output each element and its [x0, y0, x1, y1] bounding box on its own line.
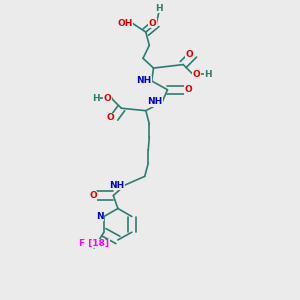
- Text: O: O: [193, 70, 200, 79]
- Text: H: H: [204, 70, 212, 79]
- Text: F [18]: F [18]: [79, 239, 109, 248]
- Text: H: H: [155, 4, 163, 13]
- Text: O: O: [104, 94, 112, 103]
- Text: O: O: [106, 113, 114, 122]
- Text: H: H: [92, 94, 99, 103]
- Text: OH: OH: [117, 19, 133, 28]
- Text: O: O: [148, 19, 156, 28]
- Text: N: N: [96, 212, 104, 221]
- Text: NH: NH: [147, 98, 162, 106]
- Text: O: O: [89, 191, 97, 200]
- Text: NH: NH: [110, 181, 125, 190]
- Text: O: O: [184, 85, 192, 94]
- Text: O: O: [186, 50, 194, 58]
- Text: NH: NH: [136, 76, 152, 85]
